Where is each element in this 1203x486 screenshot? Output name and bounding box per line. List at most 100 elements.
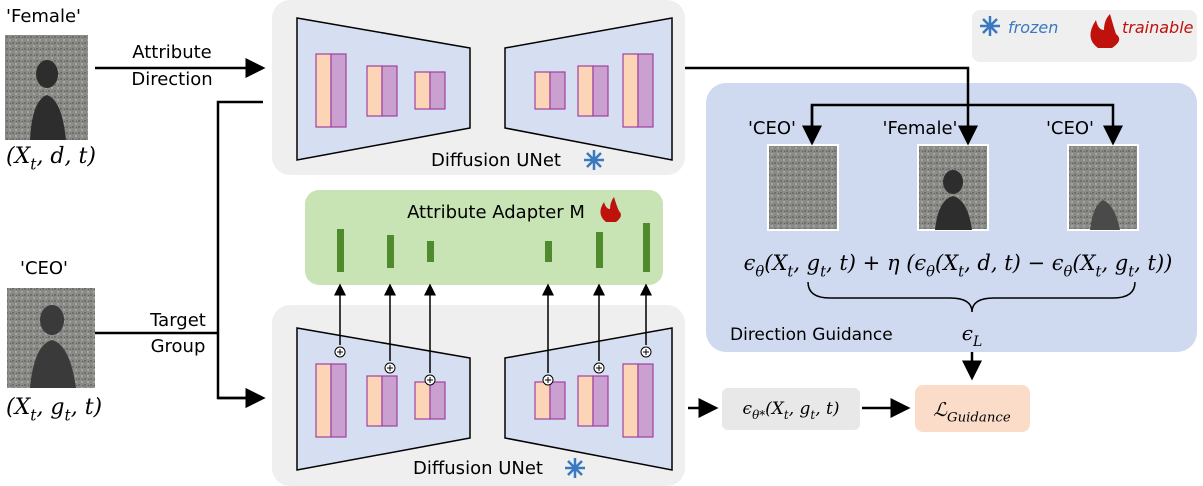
math-text: , g xyxy=(793,251,820,275)
legend-text: trainable xyxy=(1122,18,1194,37)
adapter-bar xyxy=(643,223,650,272)
subscript: t xyxy=(784,408,789,422)
block xyxy=(534,71,551,110)
add-symbol xyxy=(596,365,602,371)
math-text: ϵ xyxy=(962,321,973,345)
block xyxy=(534,381,551,420)
label: Target xyxy=(149,310,206,331)
block xyxy=(549,381,566,420)
images xyxy=(5,35,1139,388)
math-text: , t) + η (ϵ xyxy=(826,251,926,275)
subscript: t xyxy=(820,263,826,280)
subscript: θ xyxy=(1064,263,1073,280)
math-text: , d, t) xyxy=(36,144,95,169)
output-box xyxy=(722,388,860,430)
block xyxy=(622,363,639,438)
add-symbol xyxy=(545,377,551,383)
adapter-bar xyxy=(427,241,434,262)
block xyxy=(429,381,446,420)
block xyxy=(549,71,566,110)
legend-text: frozen xyxy=(1008,18,1058,37)
label: 'Female' xyxy=(6,6,81,27)
fire-icon xyxy=(600,197,621,222)
subscript: t xyxy=(958,263,964,280)
block xyxy=(577,65,594,117)
math-text: , t) xyxy=(815,399,839,419)
fire-icon xyxy=(1090,14,1120,48)
block xyxy=(414,71,431,110)
adapter-bar xyxy=(596,232,603,268)
subscript: L xyxy=(972,334,982,350)
block xyxy=(414,381,431,420)
subscript: t xyxy=(65,407,72,425)
adapter-panel xyxy=(305,190,663,285)
math-text: ℒ xyxy=(933,399,948,421)
block xyxy=(366,65,383,117)
block xyxy=(592,65,609,117)
snowflake-icon xyxy=(980,16,1000,36)
math-text: (X xyxy=(6,144,32,169)
label: Diffusion UNet xyxy=(413,458,543,479)
label: Group xyxy=(151,336,206,357)
label: Direction Guidance xyxy=(730,325,893,345)
subscript: Guidance xyxy=(947,411,1011,426)
block xyxy=(315,53,332,128)
subscript: t xyxy=(1128,263,1134,280)
math-text: , d, t) − ϵ xyxy=(964,251,1064,275)
block xyxy=(622,53,639,128)
subscript: t xyxy=(787,263,793,280)
math-text: , g xyxy=(36,395,64,420)
block xyxy=(366,375,383,427)
add-symbol xyxy=(643,349,649,355)
block xyxy=(592,375,609,427)
math: ϵθ(Xt, gt, t) + η (ϵθ(Xt, d, t) − ϵθ(Xt,… xyxy=(744,251,1173,280)
math: ϵL xyxy=(962,321,983,350)
add-symbol xyxy=(387,365,393,371)
snowflake-icon xyxy=(565,150,604,478)
arrows xyxy=(95,58,1136,408)
block xyxy=(330,363,347,438)
subscript: t xyxy=(810,408,815,422)
block xyxy=(315,363,332,438)
adapter-bar xyxy=(545,241,552,262)
label: 'CEO' xyxy=(1046,118,1094,139)
math: ϵθ*(Xt, gt, t) xyxy=(743,399,840,422)
subscript: θ* xyxy=(752,408,765,422)
block xyxy=(637,53,654,128)
block xyxy=(381,65,398,117)
subscript: t xyxy=(1096,263,1102,280)
math-text: (X xyxy=(6,395,32,420)
subscript: θ xyxy=(926,263,935,280)
math-text: , t) xyxy=(71,395,102,420)
label: 'CEO' xyxy=(20,258,68,279)
math-text: (X xyxy=(765,399,785,419)
math-text: (X xyxy=(764,251,788,275)
math-text: ϵ xyxy=(744,251,756,275)
math-text: , g xyxy=(789,399,811,419)
block xyxy=(429,71,446,110)
block xyxy=(637,363,654,438)
add-symbol xyxy=(427,377,433,383)
legend-box xyxy=(972,10,1197,62)
label: Direction xyxy=(131,69,212,90)
unets xyxy=(296,17,673,471)
label: Diffusion UNet xyxy=(431,150,561,171)
label: Attribute xyxy=(132,42,211,63)
math-text: , g xyxy=(1101,251,1128,275)
math-text: (X xyxy=(935,251,959,275)
math-text: , t)) xyxy=(1134,251,1172,275)
subscript: t xyxy=(30,156,37,174)
math: ℒGuidance xyxy=(933,399,1011,426)
subscript: t xyxy=(30,407,37,425)
loss-box xyxy=(915,385,1030,432)
label: Attribute Adapter M xyxy=(407,202,585,223)
math-text: (X xyxy=(1072,251,1096,275)
block xyxy=(577,375,594,427)
adapter-bar xyxy=(337,229,344,272)
block xyxy=(330,53,347,128)
math-text: ϵ xyxy=(743,399,753,419)
math: (Xt, gt, t) xyxy=(6,395,102,425)
adapter-bar xyxy=(387,235,394,268)
subscript: θ xyxy=(755,263,764,280)
